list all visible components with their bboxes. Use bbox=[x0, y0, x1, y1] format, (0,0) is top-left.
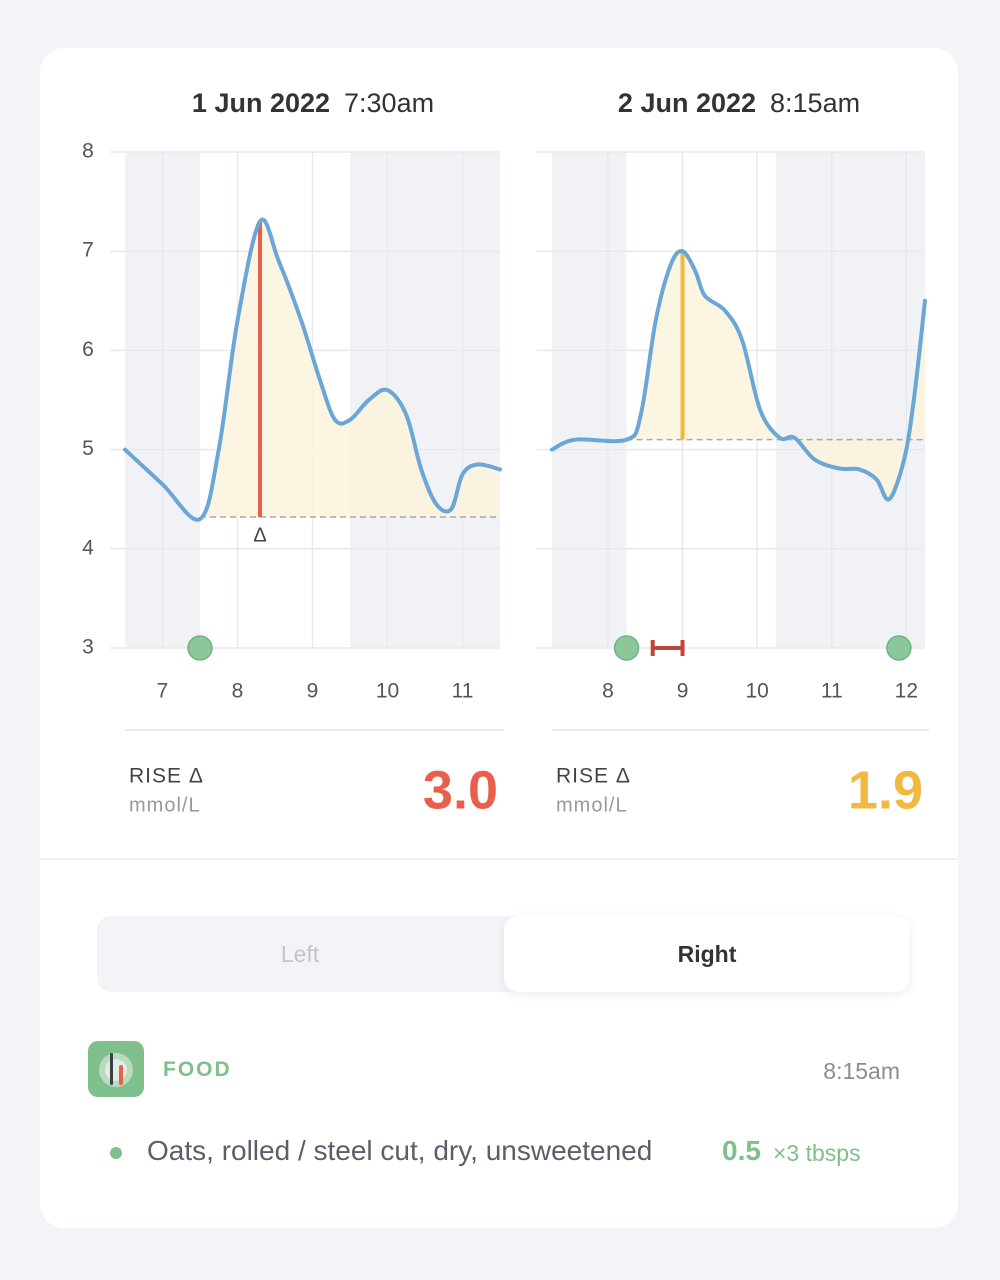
food-amount: 0.5 bbox=[722, 1135, 761, 1166]
food-unit: ×3 tbsps bbox=[773, 1140, 861, 1166]
x-tick-label: 11 bbox=[452, 680, 474, 703]
x-tick-label: 9 bbox=[677, 680, 689, 703]
rise-area bbox=[626, 251, 925, 500]
rise-label: RISE Δ bbox=[129, 765, 204, 788]
separator bbox=[40, 858, 958, 860]
x-tick-label: 12 bbox=[895, 680, 918, 703]
charts: 1 Jun 2022 7:30am 3 4 5 6 7 8 7 8 9 10 11 Δ RISE Δ mmol… bbox=[82, 88, 929, 820]
rise-label: RISE Δ bbox=[556, 765, 631, 788]
bullet bbox=[110, 1147, 122, 1159]
fork bbox=[110, 1053, 113, 1085]
plate-inner bbox=[105, 1059, 127, 1081]
glucose-line bbox=[550, 249, 927, 502]
segmented-control: Left Right bbox=[97, 916, 910, 992]
rise-value: 3.0 bbox=[423, 760, 498, 820]
event-marker bbox=[886, 635, 912, 661]
y-tick-label: 8 bbox=[82, 140, 94, 163]
y-tick-label: 3 bbox=[82, 636, 94, 659]
y-tick-label: 6 bbox=[82, 338, 94, 361]
toggle-option[interactable]: Left bbox=[280, 941, 320, 967]
knife bbox=[119, 1065, 123, 1085]
chart-title: 1 Jun 2022 7:30am bbox=[192, 88, 434, 118]
food-icon-graphic bbox=[99, 1053, 133, 1087]
event-marker bbox=[187, 635, 213, 661]
x-tick-label: 9 bbox=[307, 680, 319, 703]
x-tick-label: 10 bbox=[745, 680, 768, 703]
x-tick-label: 7 bbox=[157, 680, 169, 703]
title-time: 8:15am bbox=[770, 88, 860, 118]
y-tick-label: 5 bbox=[82, 437, 94, 460]
rise-unit: mmol/L bbox=[129, 794, 201, 816]
food-icon bbox=[88, 1041, 144, 1097]
chart-title: 2 Jun 2022 8:15am bbox=[618, 88, 860, 118]
title-date: 2 Jun 2022 bbox=[618, 88, 756, 118]
title-time: 7:30am bbox=[344, 88, 434, 118]
rise-unit: mmol/L bbox=[556, 794, 628, 816]
peak-label: Δ bbox=[253, 524, 266, 546]
y-tick-label: 4 bbox=[82, 536, 94, 559]
shaded-range bbox=[775, 152, 925, 648]
glucose-line bbox=[123, 217, 502, 522]
x-tick-label: 8 bbox=[232, 680, 244, 703]
rise-area bbox=[200, 219, 500, 520]
x-tick-label: 11 bbox=[821, 680, 843, 703]
rise-value: 1.9 bbox=[848, 760, 923, 820]
title-date: 1 Jun 2022 bbox=[192, 88, 330, 118]
toggle-option[interactable]: Right bbox=[504, 916, 910, 992]
shaded-range bbox=[552, 152, 627, 648]
section-label: FOOD bbox=[163, 1058, 232, 1081]
x-tick-label: 10 bbox=[376, 680, 399, 703]
food-item: Oats, rolled / steel cut, dry, unsweeten… bbox=[147, 1135, 653, 1166]
y-tick-label: 7 bbox=[82, 239, 94, 262]
event-marker bbox=[613, 635, 640, 661]
food-time: 8:15am bbox=[823, 1058, 900, 1084]
x-tick-label: 8 bbox=[602, 680, 614, 703]
